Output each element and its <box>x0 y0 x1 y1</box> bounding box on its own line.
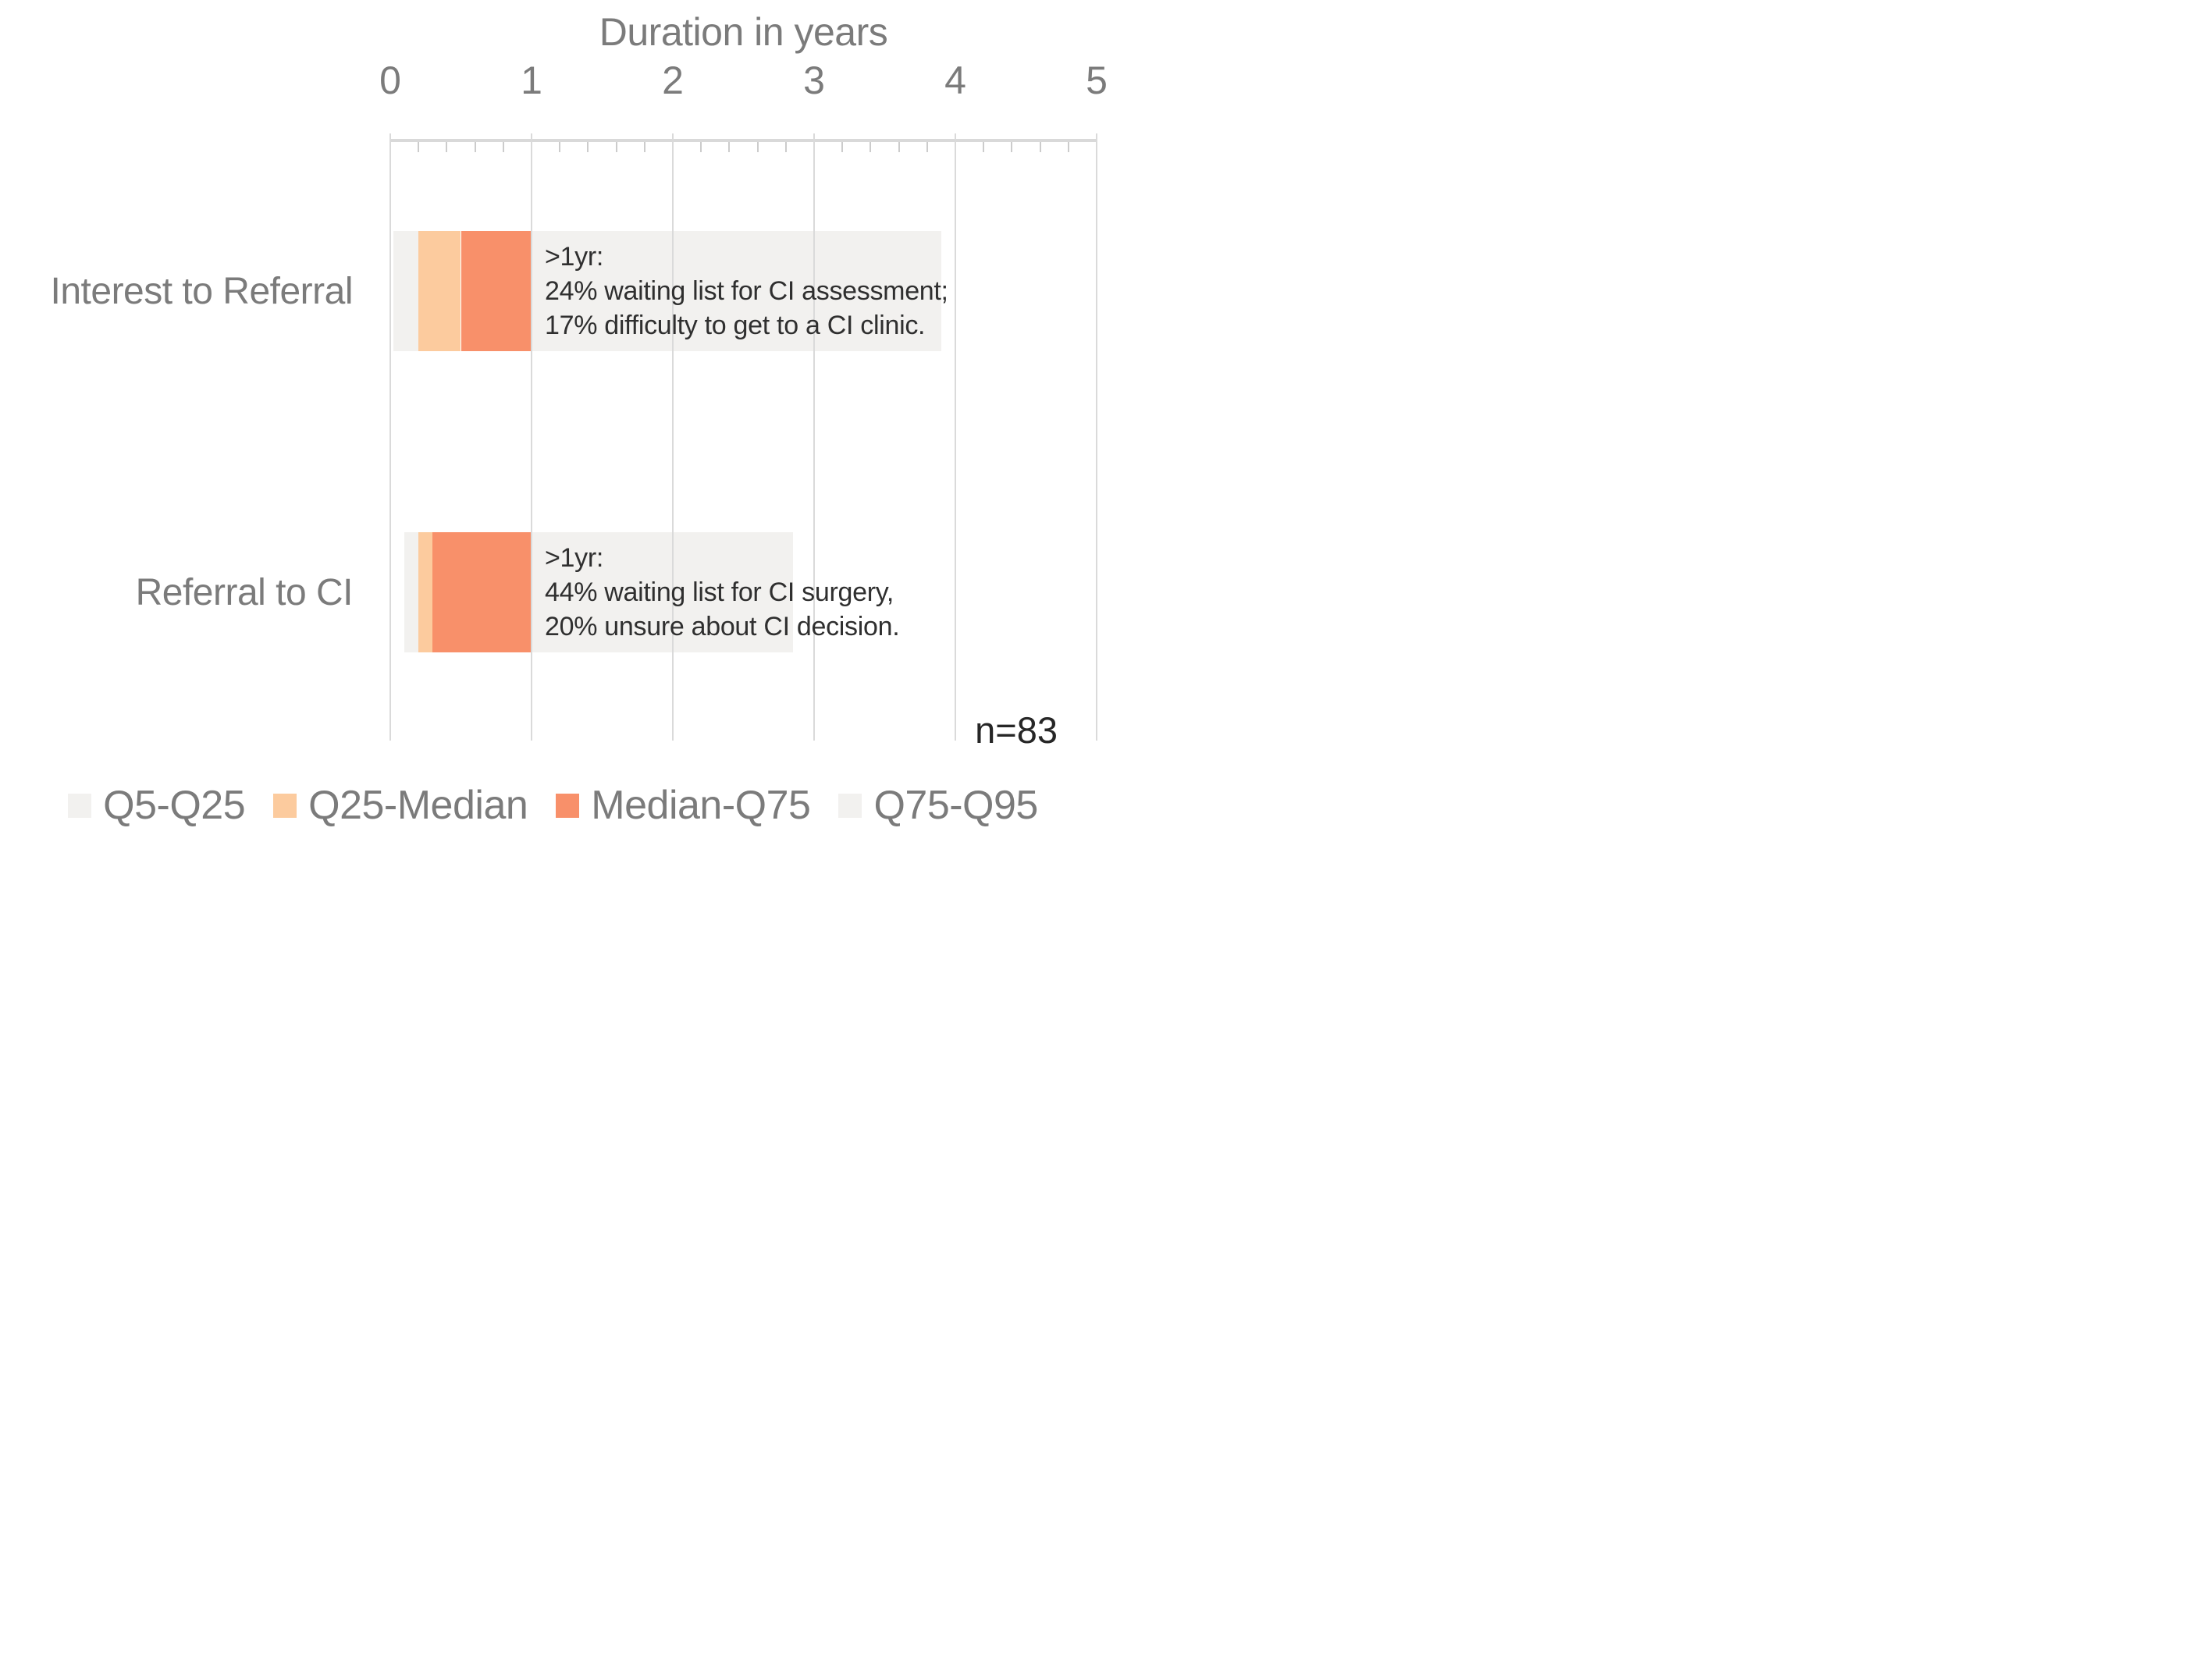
x-axis-minor-tick <box>841 142 844 152</box>
x-tick-label: 5 <box>1086 59 1106 102</box>
x-axis-minor-tick <box>474 142 476 152</box>
bar-0-segment-median-q75 <box>461 231 532 351</box>
x-axis-minor-tick <box>559 142 561 152</box>
chart-title: Duration in years <box>599 10 888 54</box>
legend-item-median-q75: Median-Q75 <box>556 782 811 829</box>
x-axis-minor-tick <box>502 142 504 152</box>
bar-0-segment-q25-median <box>418 231 461 351</box>
category-label: Interest to Referral <box>50 270 354 312</box>
x-gridline-3 <box>813 133 815 741</box>
x-axis-minor-tick <box>446 142 448 152</box>
annotation-line: >1yr: <box>545 242 604 272</box>
legend-item-q5-q25: Q5-Q25 <box>68 782 246 829</box>
x-gridline-5 <box>1096 133 1097 741</box>
x-gridline-1 <box>531 133 532 741</box>
bar-1-segment-q75-q95 <box>532 532 793 652</box>
x-tick-label: 2 <box>662 59 684 102</box>
x-tick-label: 4 <box>944 59 966 102</box>
x-axis-minor-tick <box>784 142 787 152</box>
annotation-line: 44% waiting list for CI surgery, <box>545 577 894 607</box>
bar-1-segment-median-q75 <box>432 532 532 652</box>
legend-item-q25-median: Q25-Median <box>273 782 528 829</box>
legend-label: Q75-Q95 <box>873 783 1038 828</box>
category-label: Referral to CI <box>135 571 354 613</box>
x-gridline-0 <box>389 133 391 741</box>
x-axis-minor-tick <box>898 142 900 152</box>
x-axis-minor-tick <box>615 142 617 152</box>
legend-swatch-icon <box>556 793 580 818</box>
x-axis-minor-tick <box>587 142 589 152</box>
x-axis-minor-tick <box>1011 142 1013 152</box>
x-axis-line <box>390 139 1097 142</box>
bar-0-segment-q5-q25 <box>393 231 419 351</box>
legend: Q5-Q25 Q25-Median Median-Q75 Q75-Q95 <box>0 782 1106 829</box>
x-gridline-4 <box>955 133 956 741</box>
legend-item-q75-q95: Q75-Q95 <box>838 782 1038 829</box>
x-axis-minor-tick <box>926 142 928 152</box>
x-gridline-2 <box>672 133 674 741</box>
x-axis-minor-tick <box>983 142 985 152</box>
legend-swatch-icon <box>273 793 297 818</box>
legend-label: Q25-Median <box>308 783 528 828</box>
x-axis-minor-tick <box>728 142 731 152</box>
legend-swatch-icon <box>68 793 92 818</box>
sample-size-note: n=83 <box>975 709 1058 751</box>
annotation-line: >1yr: <box>545 543 604 573</box>
x-axis-minor-tick <box>870 142 872 152</box>
x-tick-label: 3 <box>803 59 825 102</box>
legend-label: Median-Q75 <box>591 783 811 828</box>
x-axis-minor-tick <box>643 142 645 152</box>
x-axis-minor-tick <box>418 142 420 152</box>
x-axis-minor-tick <box>756 142 759 152</box>
bar-1-segment-q5-q25 <box>404 532 419 652</box>
bar-1-segment-q25-median <box>418 532 433 652</box>
bar-0-segment-q75-q95 <box>532 231 941 351</box>
annotation-line: 20% unsure about CI decision. <box>545 612 900 641</box>
annotation-line: 17% difficulty to get to a CI clinic. <box>545 311 926 340</box>
x-axis-minor-tick <box>1039 142 1041 152</box>
annotation-line: 24% waiting list for CI assessment; <box>545 276 948 306</box>
x-axis-minor-tick <box>700 142 702 152</box>
x-tick-label: 1 <box>521 59 542 102</box>
legend-swatch-icon <box>838 793 862 818</box>
chart-figure: Duration in years Interest to Referral >1… <box>0 0 1106 839</box>
x-axis-minor-tick <box>1067 142 1069 152</box>
bar-annotation: >1yr: 44% waiting list for CI surgery, 20%… <box>545 532 900 652</box>
legend-label: Q5-Q25 <box>103 783 246 828</box>
x-tick-label: 0 <box>379 59 401 102</box>
bar-annotation: >1yr: 24% waiting list for CI assessment;… <box>545 231 948 351</box>
